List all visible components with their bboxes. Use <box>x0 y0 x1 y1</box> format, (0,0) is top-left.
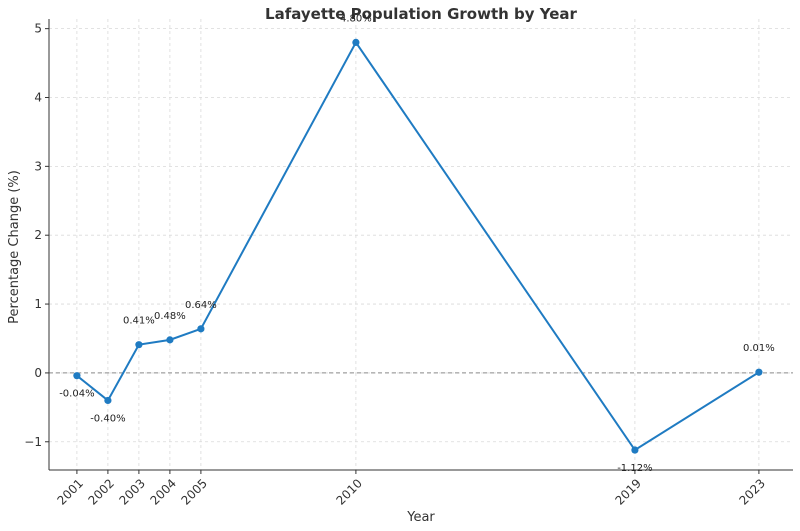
data-label: -1.12% <box>617 463 652 474</box>
x-tick-label: 2003 <box>116 476 147 507</box>
data-label: 0.41% <box>123 316 155 327</box>
grid-layer <box>49 19 793 470</box>
data-point <box>166 336 174 344</box>
data-label: 0.48% <box>154 311 186 322</box>
y-tick-label: −1 <box>24 435 42 449</box>
y-tick-label: 5 <box>34 22 42 36</box>
data-label: 0.01% <box>743 343 775 354</box>
data-point <box>135 341 143 349</box>
data-label: -0.04% <box>59 389 94 400</box>
series-line <box>76 40 760 452</box>
data-point <box>73 372 81 380</box>
series-layer <box>73 38 763 454</box>
x-tick-label: 2010 <box>333 476 364 507</box>
data-label: -0.40% <box>90 413 125 424</box>
y-tick-label: 2 <box>34 228 42 242</box>
x-tick-label: 2004 <box>147 476 178 507</box>
data-point <box>631 446 639 454</box>
data-labels-layer: -0.04% -0.40% 0.41% 0.48%0.64% 4.80% -1.12% 0.… <box>59 13 775 474</box>
x-tick-label: 2023 <box>736 476 767 507</box>
data-point <box>104 396 112 405</box>
y-axis-label: Percentage Change (%) <box>7 170 22 324</box>
data-label: 0.64% <box>185 300 217 311</box>
data-point <box>197 325 205 333</box>
y-tick-label: 1 <box>34 297 42 311</box>
data-point <box>755 368 763 376</box>
x-tick-label: 2005 <box>178 476 209 507</box>
data-label: 4.80% <box>340 13 372 24</box>
chart-title: Lafayette Population Growth by Year <box>265 5 578 23</box>
y-tick-label: 3 <box>34 159 42 173</box>
data-point <box>352 38 360 47</box>
y-tick-label: 4 <box>34 90 42 104</box>
x-tick-label: 2019 <box>612 476 643 507</box>
x-axis-label: Year <box>406 510 435 525</box>
y-tick-label: 0 <box>34 366 42 380</box>
x-tick-label: 2001 <box>54 476 85 507</box>
x-tick-label: 2002 <box>85 476 116 507</box>
axes-layer: 2001 2002 2003 2004 2005 2010 2019 2023 −1 0 1 2 3 4 5 <box>24 19 793 508</box>
